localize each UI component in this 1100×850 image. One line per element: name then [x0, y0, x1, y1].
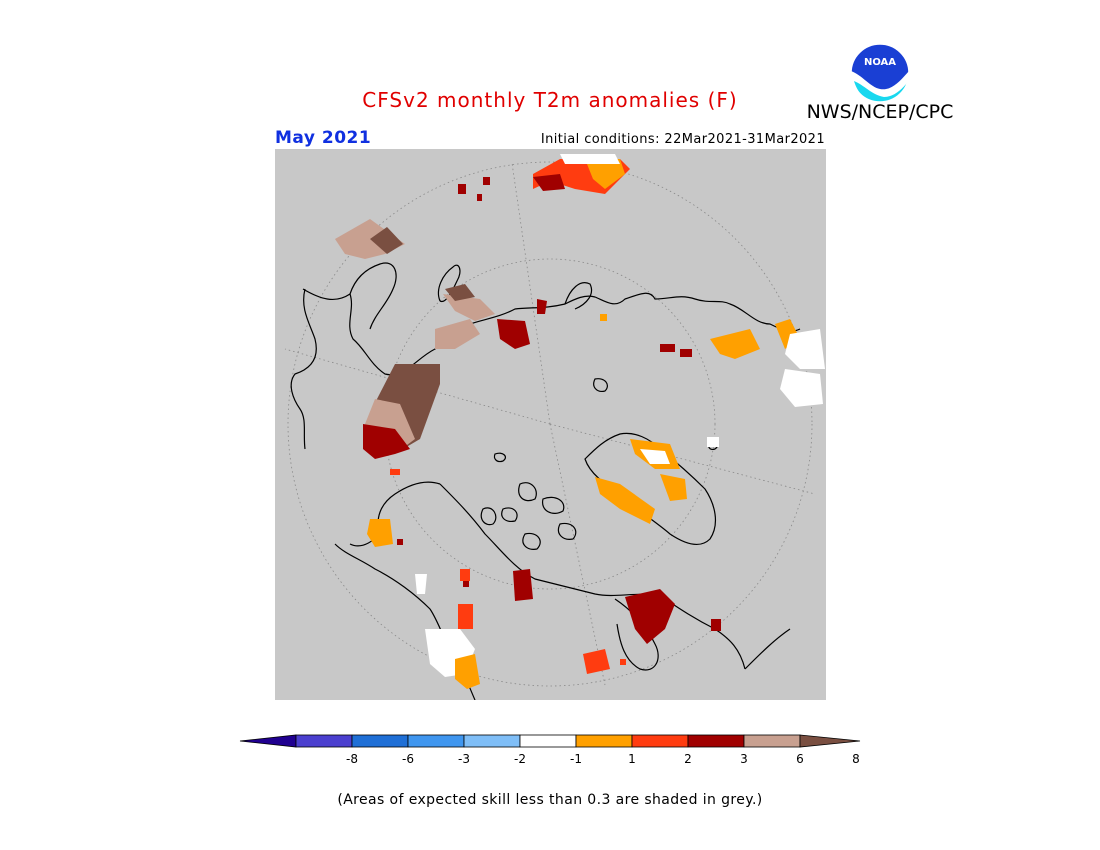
map-title: CFSv2 monthly T2m anomalies (F) [362, 88, 738, 112]
colorbar-tick-label: -3 [458, 752, 470, 766]
forecast-month: May 2021 [275, 128, 372, 148]
colorbar-bin [407, 734, 465, 748]
colorbar-bins [295, 734, 801, 748]
org-label: NWS/NCEP/CPC [806, 101, 954, 123]
colorbar-tick-label: -6 [402, 752, 414, 766]
colorbar: -8 -6 -3 -2 -1 1 2 3 6 8 [239, 734, 861, 766]
colorbar-tick-label: 6 [796, 752, 804, 766]
colorbar-bin [463, 734, 521, 748]
colorbar-bin [631, 734, 689, 748]
skill-footnote: (Areas of expected skill less than 0.3 a… [337, 792, 763, 808]
colorbar-bin [519, 734, 577, 748]
colorbar-bin [743, 734, 801, 748]
colorbar-tick-label: -2 [514, 752, 526, 766]
noaa-logo: NOAA [849, 42, 911, 104]
anomaly-patches [335, 154, 825, 689]
colorbar-tick-labels: -8 -6 -3 -2 -1 1 2 3 6 8 [346, 752, 860, 766]
initial-conditions: Initial conditions: 22Mar2021-31Mar2021 [540, 132, 825, 147]
colorbar-bin [351, 734, 409, 748]
colorbar-tick-label: 1 [628, 752, 636, 766]
colorbar-bin [687, 734, 745, 748]
colorbar-tick-label: -8 [346, 752, 358, 766]
colorbar-tick-label: 3 [740, 752, 748, 766]
colorbar-bin [295, 734, 353, 748]
colorbar-tick-label: -1 [570, 752, 582, 766]
colorbar-bin [575, 734, 633, 748]
svg-text:NOAA: NOAA [864, 57, 896, 68]
colorbar-tick-label: 8 [852, 752, 860, 766]
polar-map [275, 149, 826, 700]
colorbar-tick-label: 2 [684, 752, 692, 766]
colorbar-max-arrow [799, 734, 861, 748]
colorbar-min-arrow [239, 734, 297, 748]
